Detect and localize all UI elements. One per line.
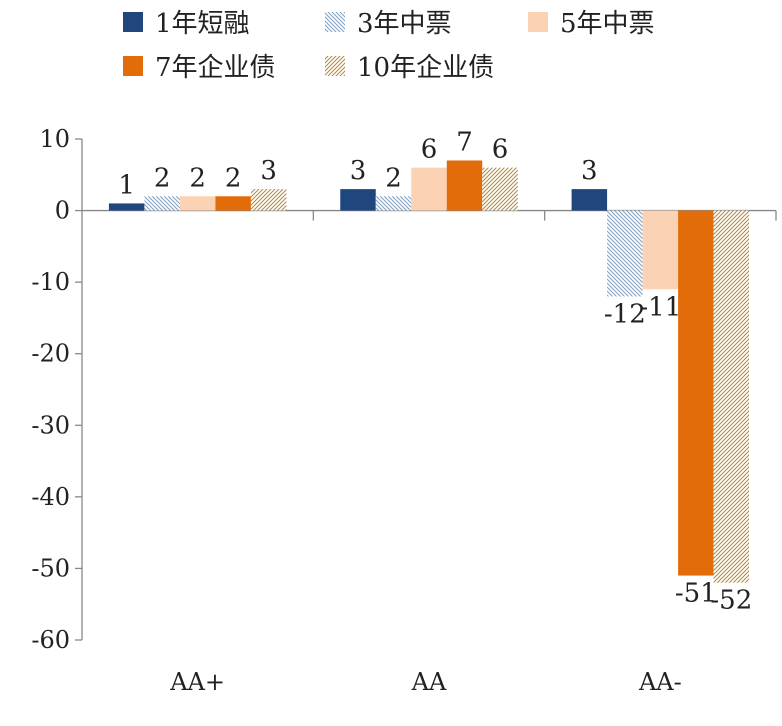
bar xyxy=(108,203,145,211)
data-label: 3 xyxy=(260,156,277,186)
legend-label: 10年企业债 xyxy=(357,53,494,83)
y-tick-label: 0 xyxy=(55,197,70,225)
bar xyxy=(411,167,447,211)
legend-swatch xyxy=(123,12,143,32)
y-tick-label: -30 xyxy=(31,411,70,439)
bar xyxy=(250,189,287,211)
bar xyxy=(571,189,608,211)
data-label: 2 xyxy=(385,163,402,193)
bar xyxy=(340,189,376,211)
data-label: -52 xyxy=(710,586,752,616)
data-label: -11 xyxy=(639,292,681,322)
legend-swatch xyxy=(325,12,345,32)
data-label: 2 xyxy=(189,163,206,193)
y-tick-label: -20 xyxy=(31,340,70,368)
bar xyxy=(179,196,216,211)
legend-swatch xyxy=(325,56,345,76)
data-label: 2 xyxy=(154,163,171,193)
bar xyxy=(446,160,483,211)
chart-bars xyxy=(108,160,750,583)
bar xyxy=(713,210,750,583)
legend-label: 3年中票 xyxy=(357,9,452,39)
y-tick-label: -40 xyxy=(31,483,70,511)
legend-label: 7年企业债 xyxy=(155,53,276,83)
y-tick-label: -60 xyxy=(31,626,70,654)
bar xyxy=(144,196,180,211)
bar xyxy=(678,210,714,576)
data-label: 6 xyxy=(421,135,438,165)
bar xyxy=(607,210,643,297)
x-category-label: AA- xyxy=(638,668,682,696)
data-label: 7 xyxy=(456,127,473,157)
y-tick-label: -10 xyxy=(31,268,70,296)
y-tick-label: -50 xyxy=(31,554,70,582)
legend-label: 1年短融 xyxy=(155,9,250,39)
chart-legend: 1年短融 3年中票 5年中票 7年企业债 10年企业债 xyxy=(123,9,655,83)
y-tick-label: 10 xyxy=(39,125,70,153)
chart-axes: 10 0 -10 -20 -30 -40 -50 -60 AA+ AA AA- xyxy=(31,125,777,696)
data-label: -12 xyxy=(604,299,646,329)
bar xyxy=(375,196,412,211)
data-label: 2 xyxy=(225,163,242,193)
bar xyxy=(642,210,679,290)
data-label: 3 xyxy=(350,156,367,186)
data-label: 3 xyxy=(581,156,598,186)
data-label: 6 xyxy=(492,135,509,165)
bar xyxy=(482,167,518,211)
legend-swatch xyxy=(528,12,548,32)
x-category-label: AA xyxy=(411,668,447,696)
legend-swatch xyxy=(123,56,143,76)
legend-label: 5年中票 xyxy=(560,9,655,39)
x-category-label: AA+ xyxy=(169,668,225,696)
bar xyxy=(215,196,251,211)
data-label: 1 xyxy=(118,170,135,200)
data-label: -51 xyxy=(675,579,717,609)
